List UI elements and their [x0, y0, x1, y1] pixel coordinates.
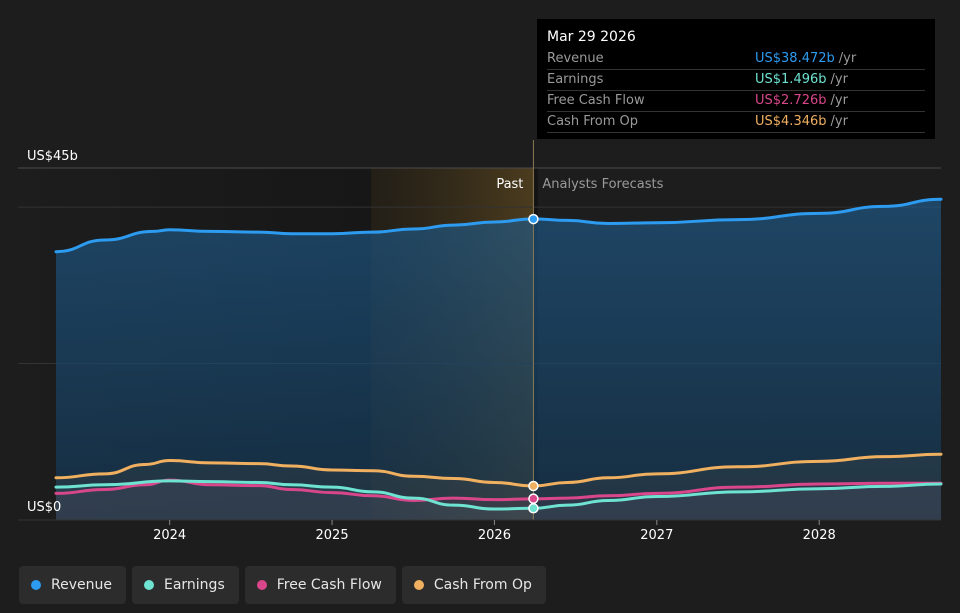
x-tick-label: 2024: [153, 528, 186, 543]
tooltip-value: US$1.496b: [755, 72, 827, 87]
legend-item-cfo[interactable]: Cash From Op: [401, 566, 546, 604]
legend-item-earnings[interactable]: Earnings: [131, 566, 239, 604]
x-tick-label: 2025: [316, 528, 349, 543]
legend-label: Revenue: [51, 577, 112, 593]
marker-cfo: [528, 480, 539, 492]
tooltip-row-earnings: Earnings US$1.496b /yr: [547, 70, 925, 91]
tooltip-label: Revenue: [547, 51, 604, 66]
line-layer: [54, 197, 943, 511]
legend-label: Earnings: [163, 577, 225, 593]
tooltip-value: US$38.472b: [755, 51, 835, 66]
series-line-earnings: [54, 479, 943, 511]
tooltip-unit: /yr: [830, 93, 848, 108]
tooltip-value: US$2.726b: [755, 93, 827, 108]
x-tick-label: 2028: [803, 528, 836, 543]
y-axis-zero-label: US$0: [27, 500, 61, 515]
legend-label: Cash From Op: [433, 577, 532, 593]
tooltip-label: Cash From Op: [547, 114, 639, 129]
tooltip-row-revenue: Revenue US$38.472b /yr: [547, 49, 925, 70]
tooltip-unit: /yr: [838, 51, 857, 66]
legend: Revenue Earnings Free Cash Flow Cash Fro…: [19, 566, 546, 604]
past-label: Past: [496, 177, 523, 192]
legend-dot-icon: [31, 580, 41, 590]
tooltip-unit: /yr: [830, 114, 848, 129]
series-line-revenue: [54, 197, 943, 254]
marker-earnings: [528, 503, 539, 514]
tooltip-row-fcf: Free Cash Flow US$2.726b /yr: [547, 91, 925, 112]
tooltip-value: US$4.346b: [755, 114, 827, 129]
tooltip-date: Mar 29 2026: [547, 29, 636, 45]
legend-dot-icon: [413, 580, 424, 590]
forecast-label: Analysts Forecasts: [542, 177, 663, 192]
x-axis-ticks: 2024 2025 2026 2027 2028: [18, 519, 941, 543]
legend-item-revenue[interactable]: Revenue: [19, 566, 126, 604]
x-tick-label: 2026: [478, 528, 511, 543]
y-axis-top-label: US$45b: [27, 149, 78, 164]
area-revenue: [56, 199, 941, 521]
legend-label: Free Cash Flow: [276, 577, 382, 593]
tooltip: Mar 29 2026 Revenue US$38.472b /yr Earni…: [537, 19, 935, 139]
area-cfo: [56, 454, 941, 520]
tooltip-row-cfo: Cash From Op US$4.346b /yr: [547, 112, 925, 133]
marker-layer: [528, 213, 539, 514]
x-tick-label: 2027: [640, 528, 673, 543]
tooltip-label: Free Cash Flow: [547, 93, 645, 108]
marker-revenue: [528, 213, 539, 225]
legend-item-fcf[interactable]: Free Cash Flow: [244, 566, 396, 604]
series-line-cfo: [54, 452, 943, 488]
area-layer: [56, 199, 941, 521]
marker-fcf: [528, 493, 539, 504]
legend-dot-icon: [143, 580, 154, 590]
area-earnings: [56, 480, 941, 520]
legend-dot-icon: [256, 580, 267, 590]
tooltip-unit: /yr: [830, 72, 848, 87]
tooltip-label: Earnings: [547, 72, 604, 87]
